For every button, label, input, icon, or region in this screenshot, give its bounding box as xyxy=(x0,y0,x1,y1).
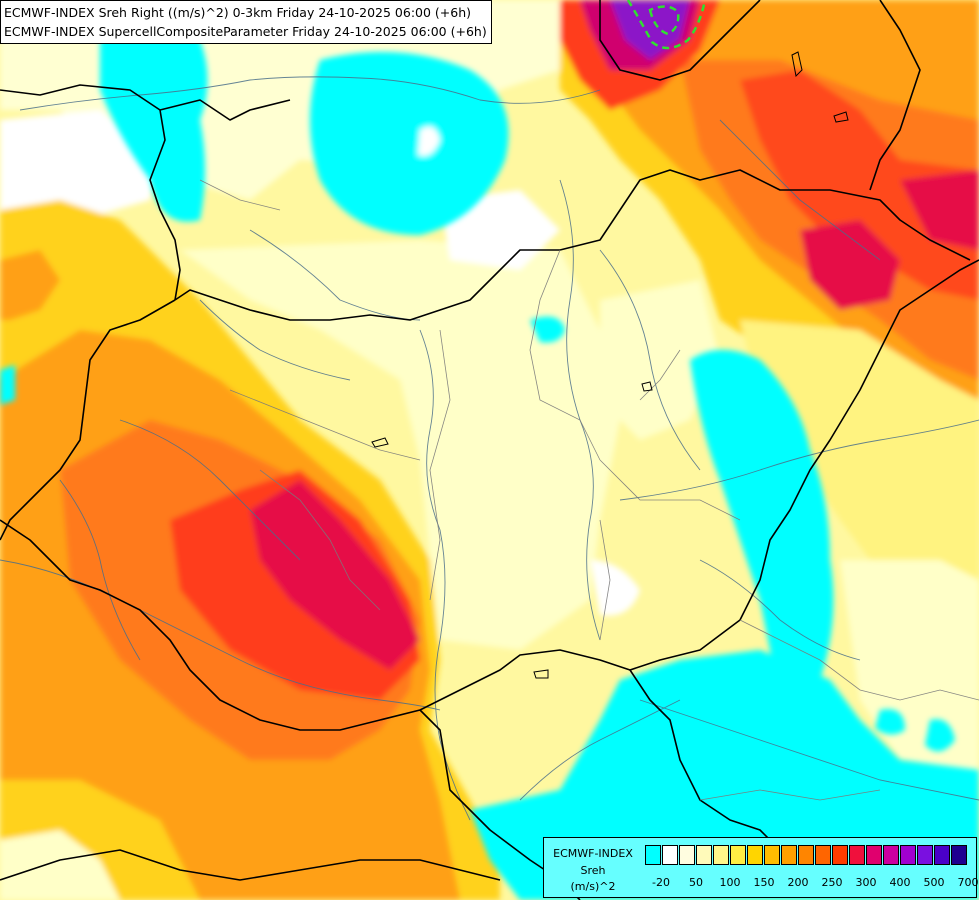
legend-tick-label: 700 xyxy=(957,876,979,889)
title-line-sreh: ECMWF-INDEX Sreh Right ((m/s)^2) 0-3km F… xyxy=(4,5,472,20)
legend-tick-label: 50 xyxy=(689,876,703,889)
rivers xyxy=(0,76,979,821)
legend-variable: Sreh xyxy=(580,864,606,877)
legend-swatch xyxy=(934,845,950,865)
legend-swatch xyxy=(866,845,882,865)
color-legend: ECMWF-INDEX Sreh (m/s)^2 -20 50 100 150 200 2… xyxy=(543,837,979,898)
legend-swatch xyxy=(849,845,865,865)
legend-swatch xyxy=(815,845,831,865)
legend-tick-label: 300 xyxy=(855,876,877,889)
legend-swatch xyxy=(764,845,780,865)
legend-tick-label: 500 xyxy=(923,876,945,889)
legend-swatch xyxy=(662,845,678,865)
legend-swatch xyxy=(679,845,695,865)
supercell-contours xyxy=(626,0,707,50)
legend-tick-label: 100 xyxy=(719,876,741,889)
legend-swatch xyxy=(900,845,916,865)
legend-swatch xyxy=(730,845,746,865)
title-line-scp: ECMWF-INDEX SupercellCompositeParameter … xyxy=(4,24,487,39)
legend-swatch xyxy=(832,845,848,865)
legend-tick-label: 400 xyxy=(889,876,911,889)
legend-tick-label: 150 xyxy=(753,876,775,889)
map-title-box: ECMWF-INDEX Sreh Right ((m/s)^2) 0-3km F… xyxy=(0,0,492,44)
legend-swatch xyxy=(645,845,661,865)
regional-boundaries xyxy=(199,179,979,801)
legend-tick-label: 250 xyxy=(821,876,843,889)
legend-tick-label: 200 xyxy=(787,876,809,889)
legend-swatch xyxy=(798,845,814,865)
legend-unit: (m/s)^2 xyxy=(570,880,616,893)
legend-swatch xyxy=(951,845,967,865)
legend-swatch xyxy=(747,845,763,865)
legend-swatch xyxy=(917,845,933,865)
lakes xyxy=(371,51,849,679)
legend-source: ECMWF-INDEX xyxy=(553,847,633,860)
legend-swatch xyxy=(696,845,712,865)
legend-swatch xyxy=(883,845,899,865)
legend-swatch xyxy=(781,845,797,865)
legend-swatch xyxy=(713,845,729,865)
legend-tick-label: -20 xyxy=(652,876,670,889)
